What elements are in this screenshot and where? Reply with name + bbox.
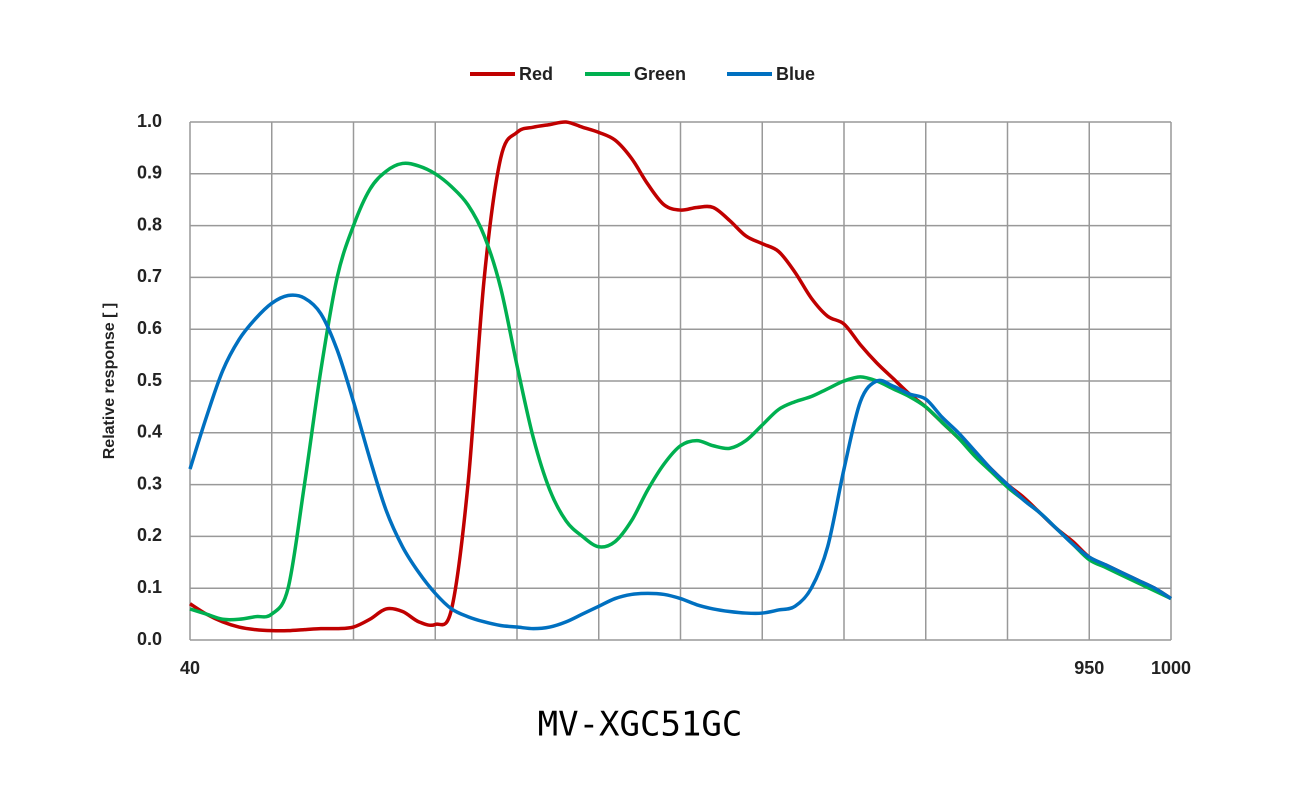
y-tick-label: 0.3 — [137, 473, 162, 493]
y-tick-label: 0.6 — [137, 318, 162, 338]
data-line — [188, 293, 1172, 631]
chart-title: MV-XGC51GC — [538, 705, 743, 745]
data-line — [189, 161, 1172, 622]
legend-label: Blue — [776, 64, 815, 84]
x-tick-label: 40 — [180, 658, 200, 678]
y-tick-label: 0.2 — [137, 525, 162, 545]
y-tick-label: 0.7 — [137, 266, 162, 286]
x-tick-label: 950 — [1074, 658, 1104, 678]
legend-label: Green — [634, 64, 686, 84]
x-tick-label: 1000 — [1151, 658, 1191, 678]
y-tick-label: 0.8 — [137, 214, 162, 234]
y-tick-label: 1.0 — [137, 111, 162, 131]
y-tick-label: 0.1 — [137, 577, 162, 597]
y-tick-label: 0.4 — [137, 422, 162, 442]
y-tick-label: 0.5 — [137, 370, 162, 390]
y-tick-label: 0.0 — [137, 629, 162, 649]
legend-label: Red — [519, 64, 553, 84]
y-axis-label: Relative response [ ] — [101, 303, 118, 460]
y-tick-label: 0.9 — [137, 163, 162, 183]
